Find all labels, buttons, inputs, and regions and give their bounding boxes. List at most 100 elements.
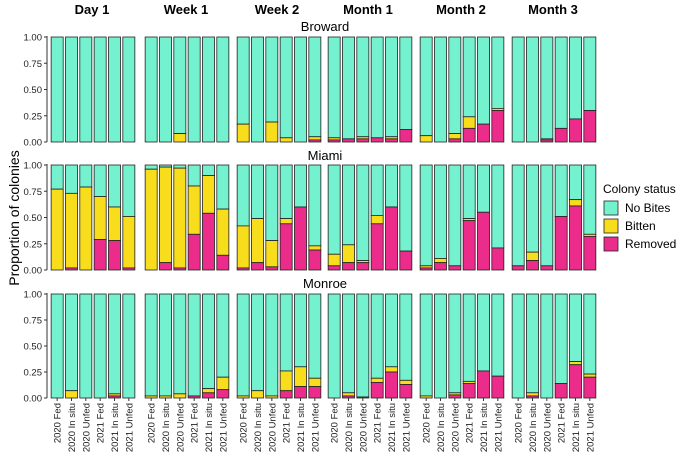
y-tick-label: 0.75 (24, 59, 43, 70)
bar-bitten (236, 395, 250, 399)
column-title: Month 2 (436, 2, 486, 17)
bar-bitten (462, 116, 476, 129)
row-titles: Broward Miami Monroe (301, 19, 349, 291)
bar-removed (399, 384, 413, 399)
bar-no-bites (477, 36, 490, 125)
bar-no-bites (583, 164, 597, 235)
bar-bitten (216, 208, 230, 256)
bar-no-bites (159, 293, 172, 397)
x-tick-label: 2020 Fed (239, 403, 250, 443)
legend-label: Removed (625, 237, 676, 251)
bar-no-bites (554, 293, 568, 384)
bar-removed (399, 250, 413, 271)
bar-bitten (434, 258, 447, 264)
bar-no-bites (327, 164, 341, 255)
bar-no-bites (93, 293, 107, 399)
y-tick-label: 1.00 (24, 33, 43, 44)
x-tick-label: 2020 Unfed (81, 403, 92, 452)
bar-bitten (308, 245, 322, 251)
bar-bitten (144, 168, 158, 271)
bar-bitten (526, 251, 539, 261)
bar-removed (511, 265, 525, 271)
bar-no-bites (216, 293, 230, 378)
bar-no-bites (419, 164, 433, 267)
y-tick-label: 0.25 (24, 368, 43, 379)
bar-bitten (265, 395, 279, 399)
x-tick-label: 2020 In situ (161, 403, 172, 452)
bar-no-bites (308, 36, 322, 138)
bar-no-bites (236, 36, 250, 125)
bar-no-bites (79, 293, 93, 399)
y-tick-label: 1.00 (24, 161, 43, 172)
x-tick-label: 2020 Fed (514, 403, 525, 443)
bar-no-bites (342, 164, 355, 246)
legend-label: No Bites (625, 201, 670, 215)
bar-no-bites (462, 164, 476, 219)
bar-no-bites (356, 36, 370, 138)
bar-removed (385, 138, 398, 143)
x-tick-label: 2020 Fed (422, 403, 433, 443)
bar-no-bites (583, 36, 597, 111)
bar-removed (569, 205, 582, 271)
bar-no-bites (491, 293, 505, 377)
bar-no-bites (202, 164, 215, 176)
bar-bitten (173, 167, 187, 269)
bar-removed (491, 247, 505, 271)
bar-bitten (236, 123, 250, 143)
y-tick-label: 1.00 (24, 290, 43, 301)
bar-no-bites (526, 293, 539, 394)
bar-no-bites (216, 36, 230, 143)
x-tick-label: 2021 Unfed (124, 403, 135, 452)
bar-removed (342, 262, 355, 271)
bar-removed (477, 211, 490, 271)
bar-bitten (569, 199, 582, 207)
bar-bitten (583, 373, 597, 378)
bar-removed (216, 254, 230, 271)
bar-no-bites (50, 164, 64, 190)
x-tick-label: 2021 In situ (204, 403, 215, 452)
bar-no-bites (251, 293, 264, 392)
bar-no-bites (462, 293, 476, 382)
bar-bitten (187, 185, 201, 235)
bar-removed (399, 128, 413, 143)
bar-removed (385, 371, 398, 399)
bar-no-bites (448, 164, 462, 267)
x-tick-label: 2020 Unfed (450, 403, 461, 452)
bar-bitten (202, 388, 215, 394)
bar-no-bites (477, 164, 490, 213)
x-tick-label: 2021 In situ (387, 403, 398, 452)
x-axes: 2020 Fed 2020 In situ 2020 Unfed 2021 Fed 20… (53, 398, 596, 452)
bar-bitten (216, 376, 230, 391)
column-title: Month 3 (528, 2, 578, 17)
bar-no-bites (448, 293, 462, 394)
legend-title: Colony status (603, 182, 676, 196)
bar-bitten (419, 135, 433, 143)
x-tick-label: 2021 Fed (557, 403, 568, 443)
x-tick-label: 2020 Fed (53, 403, 64, 443)
bar-no-bites (187, 36, 201, 143)
bar-removed (569, 118, 582, 143)
bar-removed (448, 265, 462, 271)
x-tick-label: 2021 In situ (296, 403, 307, 452)
column-title: Week 1 (164, 2, 209, 17)
bar-bitten (108, 206, 121, 241)
x-tick-label: 2020 Fed (330, 403, 341, 443)
legend-swatch (603, 200, 619, 216)
bar-no-bites (385, 164, 398, 208)
bar-no-bites (173, 293, 187, 395)
bar-removed (308, 386, 322, 399)
bar-removed (419, 267, 433, 271)
y-tick-label: 0.25 (24, 239, 43, 250)
bar-bitten (370, 377, 384, 383)
y-tick-label: 0.50 (24, 213, 43, 224)
bar-no-bites (265, 164, 279, 241)
bar-no-bites (294, 293, 307, 368)
bar-no-bites (65, 36, 78, 143)
bar-no-bites (265, 36, 279, 123)
bar-bitten (385, 366, 398, 373)
bar-no-bites (356, 293, 370, 398)
bar-removed (202, 212, 215, 271)
y-axis-label: Proportion of colonies (6, 150, 22, 285)
column-title: Day 1 (75, 2, 110, 17)
bar-removed (491, 375, 505, 399)
